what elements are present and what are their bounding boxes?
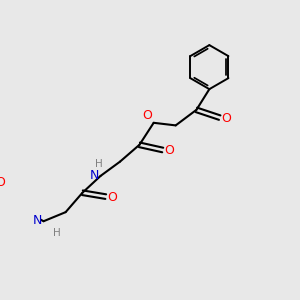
Text: O: O [164,144,174,157]
Text: O: O [107,190,117,204]
Text: O: O [142,109,152,122]
Text: O: O [221,112,231,125]
Text: H: H [95,159,103,170]
Text: O: O [0,176,5,189]
Text: H: H [53,228,60,238]
Text: N: N [90,169,99,182]
Text: N: N [33,214,42,227]
